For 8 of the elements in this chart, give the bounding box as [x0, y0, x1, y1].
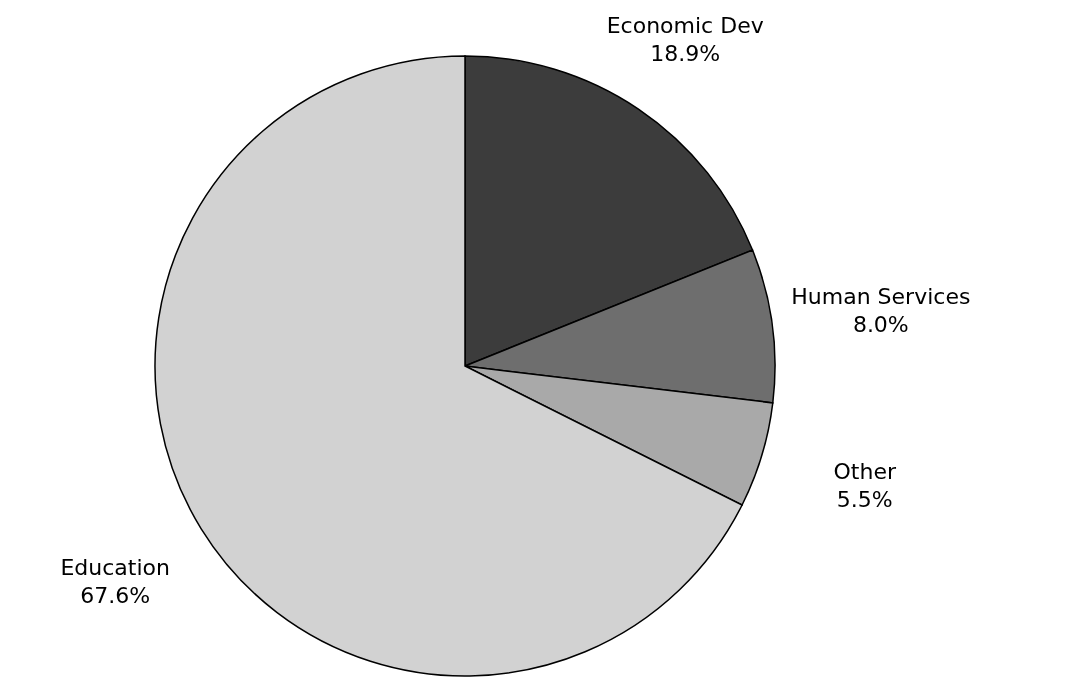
- slice-label: Human Services: [791, 283, 971, 309]
- data-label: 8.0%: [852, 311, 909, 337]
- slice-label: Education: [60, 554, 170, 580]
- slice-label: Other: [833, 459, 897, 485]
- data-label: 5.5%: [836, 487, 893, 513]
- data-label: 18.9%: [650, 40, 721, 66]
- data-label: 67.6%: [80, 582, 151, 608]
- slice-label: Economic Dev: [606, 12, 764, 38]
